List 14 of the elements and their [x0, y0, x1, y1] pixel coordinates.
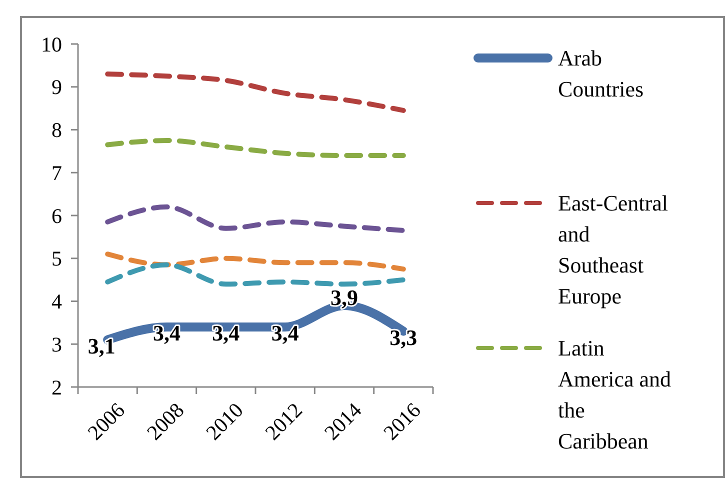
y-tick-label: 7 — [52, 160, 62, 185]
y-tick-label: 3 — [52, 332, 62, 356]
y-tick-label: 4 — [52, 290, 62, 314]
data-label: 3,3 — [390, 324, 418, 350]
y-tick-label: 9 — [52, 75, 62, 100]
y-tick-label: 6 — [52, 204, 62, 228]
y-tick-label: 10 — [41, 32, 62, 56]
legend-label: Latin America and the Caribbean — [558, 336, 671, 454]
legend-label: Arab Countries — [558, 46, 644, 102]
data-label: 3,1 — [88, 334, 116, 359]
y-tick-label: 5 — [52, 246, 62, 271]
legend-label: East-Central and Southeast Europe — [558, 190, 668, 309]
y-tick-label: 2 — [52, 375, 62, 400]
y-tick-label: 8 — [52, 118, 62, 142]
